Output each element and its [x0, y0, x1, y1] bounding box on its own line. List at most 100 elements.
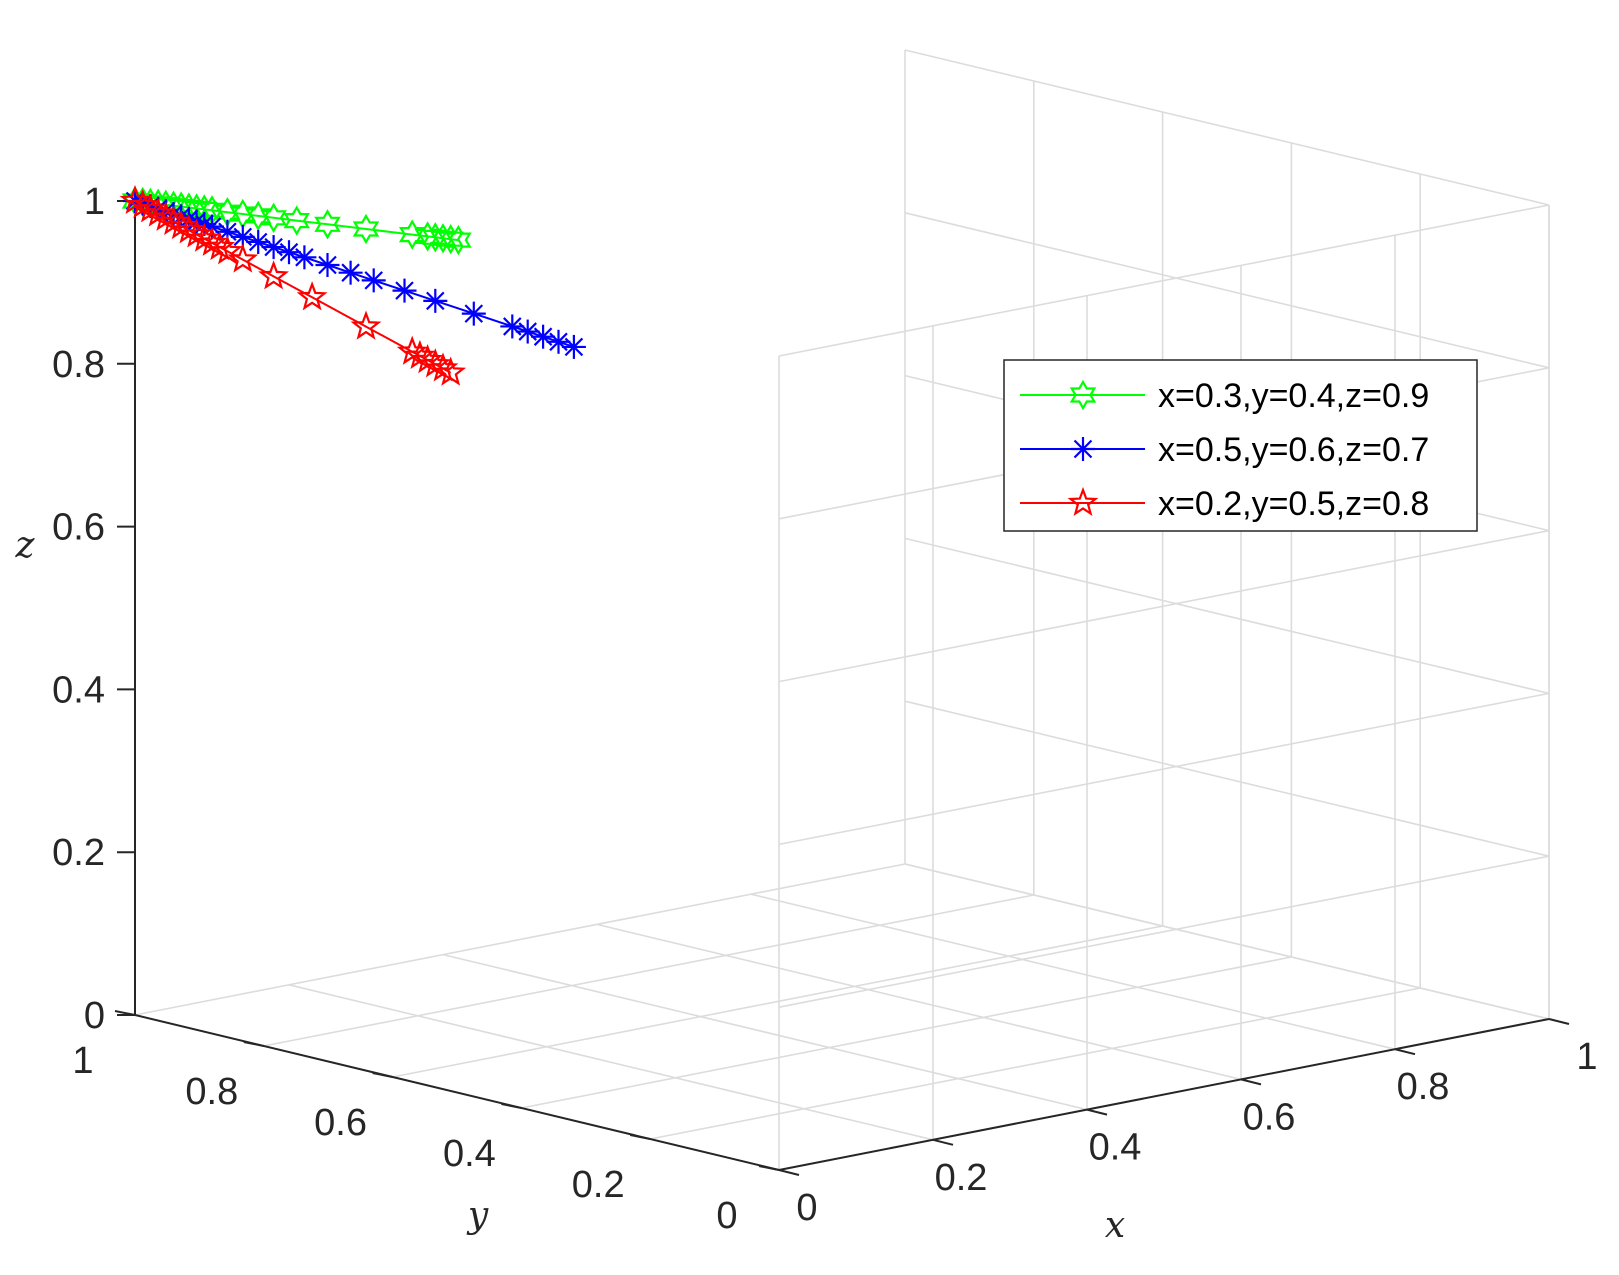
gridline-floor-y [134, 863, 906, 1016]
x-tick-mark [1086, 1108, 1108, 1116]
z-axis-label: z [15, 525, 36, 566]
gridline-floor-x [596, 923, 1242, 1081]
data-point [435, 356, 467, 386]
legend-entries: x=0.3,y=0.4,z=0.9 x=0.5,y=0.6,z=0.7 x=0.2,… [1020, 377, 1429, 523]
grid-layer [134, 49, 1550, 1171]
marker-stroke [1073, 439, 1093, 459]
data-point [396, 335, 428, 365]
z-tick-label: 0.2 [52, 832, 105, 874]
tick-labels: 00.20.40.60.8100.20.40.60.8100.20.40.60.… [52, 181, 1597, 1237]
gridline-wall-y0-z [778, 204, 1550, 357]
marker-stroke [395, 281, 414, 300]
gridline-floor-x [750, 893, 1396, 1050]
x-tick-label: 0.6 [1243, 1096, 1296, 1138]
data-point [244, 200, 272, 232]
data-point [531, 324, 556, 349]
axes-layer [114, 200, 1570, 1176]
y-tick-label: 1 [72, 1040, 93, 1082]
x-tick-mark [1394, 1048, 1416, 1056]
data-point [283, 205, 310, 236]
legend-marker [1069, 379, 1097, 411]
gridline-wall-x1-z [904, 49, 1550, 206]
marker-stroke [426, 291, 445, 311]
gridline-wall-x1-z [904, 700, 1550, 857]
y-tick-mark [630, 1134, 651, 1140]
marker-stroke [233, 227, 253, 247]
y-tick-label: 0.6 [314, 1102, 367, 1144]
y-axis-line [134, 1014, 780, 1171]
z-tick-label: 0 [84, 995, 105, 1037]
marker-stroke [549, 332, 568, 352]
marker-stroke [518, 322, 537, 341]
x-tick-label: 0.4 [1089, 1127, 1142, 1169]
x-axis-line [778, 1018, 1550, 1171]
gridline-floor-y [392, 925, 1163, 1078]
gridline-floor-y [650, 987, 1421, 1140]
legend-label: x=0.5,y=0.6,z=0.7 [1158, 431, 1429, 469]
x-tick-mark [932, 1138, 954, 1146]
series-layer [119, 184, 586, 386]
y-tick-mark [372, 1072, 393, 1078]
y-tick-label: 0.4 [443, 1133, 496, 1175]
gridline-floor-y [263, 894, 1034, 1047]
data-point [392, 278, 417, 303]
data-point [398, 219, 426, 250]
x-tick-label: 0 [796, 1187, 817, 1229]
marker-stroke [318, 255, 337, 275]
y-tick-mark [758, 1165, 780, 1171]
legend-entry: x=0.2,y=0.5,z=0.8 [1020, 485, 1429, 523]
data-point [227, 243, 259, 273]
x-tick-mark [1240, 1078, 1262, 1086]
marker-stroke [533, 327, 553, 346]
legend-entry: x=0.3,y=0.4,z=0.9 [1020, 377, 1429, 415]
data-point [445, 224, 472, 256]
data-point [546, 329, 571, 354]
gridline-wall-y0-z [778, 855, 1550, 1008]
data-point [515, 319, 540, 344]
data-point [258, 260, 289, 290]
marker-stroke [248, 232, 268, 252]
data-point [212, 235, 243, 265]
data-point [500, 314, 525, 339]
legend-marker [1071, 437, 1095, 461]
y-tick-label: 0 [716, 1195, 737, 1237]
y-axis-label: y [466, 1195, 489, 1236]
marker-stroke [564, 337, 584, 357]
marker-stroke [295, 248, 314, 267]
x-axis-label: x [1105, 1205, 1125, 1246]
y-tick-mark [243, 1041, 264, 1047]
gridline-wall-x1-z [904, 212, 1550, 369]
data-point [350, 310, 382, 340]
data-point [423, 288, 448, 313]
y-tick-label: 0.8 [185, 1071, 238, 1113]
data-point [314, 209, 341, 240]
legend-label: x=0.3,y=0.4,z=0.9 [1158, 377, 1429, 415]
data-point [246, 229, 271, 254]
x-tick-mark [1548, 1018, 1570, 1025]
gridline-floor-x [904, 863, 1550, 1020]
marker-stroke [464, 304, 484, 323]
gridline-wall-y0-z [778, 692, 1550, 846]
z-tick-label: 0.6 [52, 507, 105, 549]
legend-entry: x=0.5,y=0.6,z=0.7 [1020, 431, 1429, 469]
data-point [296, 281, 328, 311]
gridline-wall-x1-z [904, 537, 1550, 695]
data-point [292, 245, 317, 270]
marker-stroke [264, 237, 283, 257]
data-point [277, 240, 301, 265]
data-point [260, 202, 287, 234]
z-tick-label: 1 [84, 181, 105, 223]
legend: x=0.3,y=0.4,z=0.9 x=0.5,y=0.6,z=0.7 x=0.2,… [1003, 359, 1478, 532]
series-3 [119, 184, 467, 386]
series-2 [123, 189, 586, 359]
y-tick-mark [501, 1103, 522, 1109]
data-point [461, 301, 486, 326]
z-tick-label: 0.4 [52, 669, 105, 711]
z-tick-label: 0.8 [52, 344, 105, 386]
y-tick-label: 0.2 [572, 1164, 625, 1206]
marker-stroke [364, 271, 383, 290]
x-tick-label: 1 [1576, 1036, 1597, 1078]
gridline-floor-x [288, 984, 934, 1141]
x-tick-label: 0.2 [935, 1157, 988, 1199]
